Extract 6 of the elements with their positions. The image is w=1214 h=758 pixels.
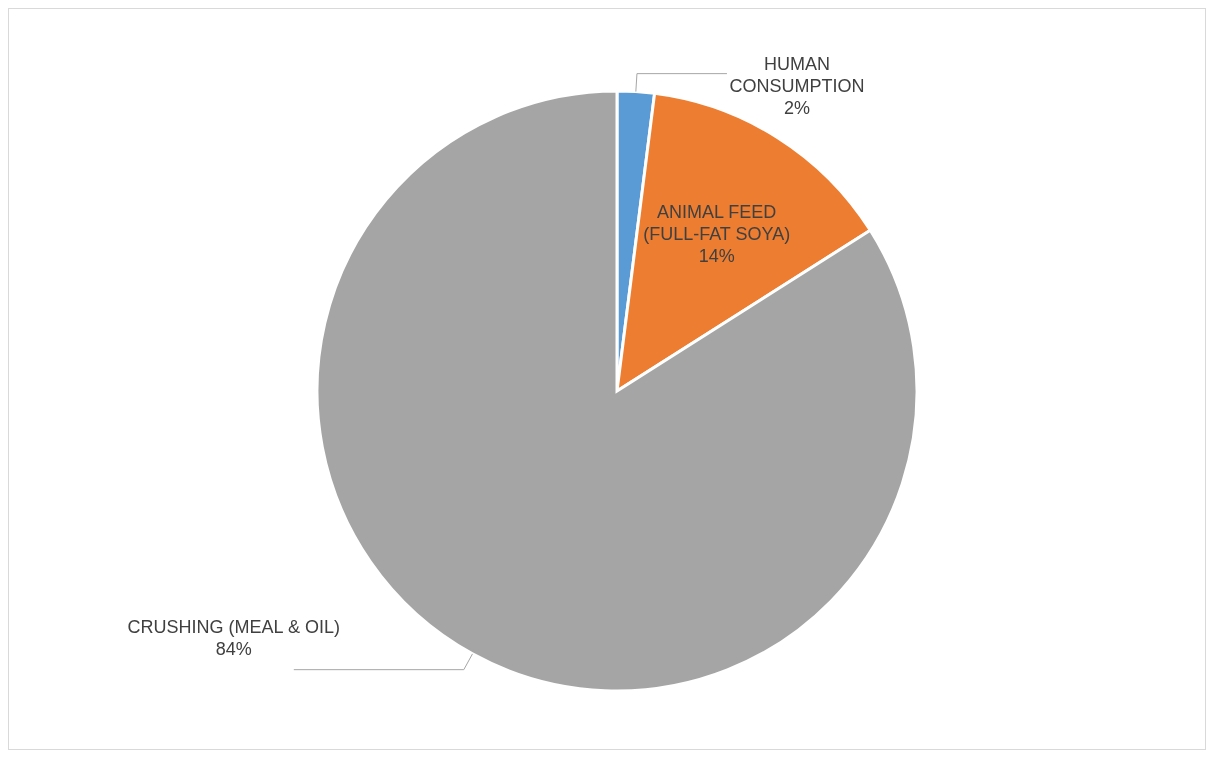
data-label: 14% — [698, 245, 735, 266]
slice-label: HUMAN CONSUMPTION — [729, 53, 865, 96]
slice-label: ANIMAL FEED (FULL-FAT SOYA) — [643, 201, 791, 244]
data-label: 2% — [783, 97, 810, 118]
slice-label: CRUSHING (MEAL & OIL) — [127, 616, 340, 637]
data-label: 84% — [215, 638, 252, 659]
